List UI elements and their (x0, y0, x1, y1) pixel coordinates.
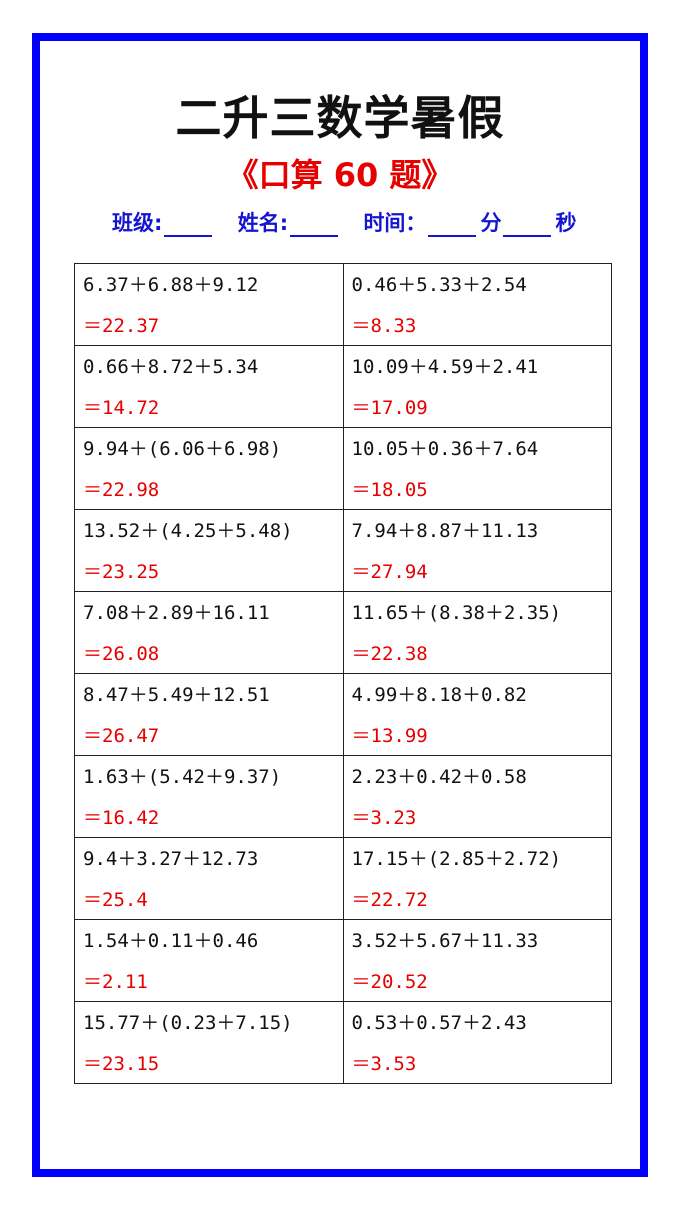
problem-expression: 0.53＋0.57＋2.43 (351, 1012, 527, 1034)
class-label: 班级: (112, 211, 163, 235)
problem-answer: ＝3.23 (351, 807, 417, 829)
problem-answer: ＝25.4 (83, 889, 148, 911)
problem-expression: 10.09＋4.59＋2.41 (351, 356, 539, 378)
class-blank[interactable] (164, 213, 213, 237)
table-row: 7.08＋2.89＋16.11 ＝26.08 11.65＋(8.38＋2.35) ＝2… (74, 591, 612, 674)
problem-cell: 9.4＋3.27＋12.73 ＝25.4 (74, 837, 344, 920)
seconds-label: 秒 (555, 211, 577, 235)
problem-answer: ＝23.15 (83, 1053, 160, 1075)
problem-expression: 9.4＋3.27＋12.73 (83, 848, 259, 870)
problem-expression: 1.63＋(5.42＋9.37) (83, 766, 282, 788)
minutes-label: 分 (480, 211, 502, 235)
problem-expression: 1.54＋0.11＋0.46 (83, 930, 259, 952)
problem-answer: ＝8.33 (351, 315, 417, 337)
problem-expression: 9.94＋(6.06＋6.98) (83, 438, 282, 460)
problem-expression: 4.99＋8.18＋0.82 (351, 684, 527, 706)
problem-cell: 11.65＋(8.38＋2.35) ＝22.38 (342, 591, 612, 674)
problem-expression: 10.05＋0.36＋7.64 (351, 438, 539, 460)
problem-table: 6.37＋6.88＋9.12 ＝22.37 0.46＋5.33＋2.54 ＝8.33 0… (74, 263, 612, 1084)
student-info-line: 班级: 姓名: 时间： 分 秒 (112, 207, 576, 237)
table-row: 8.47＋5.49＋12.51 ＝26.47 4.99＋8.18＋0.82 ＝13.9… (74, 673, 612, 756)
problem-cell: 4.99＋8.18＋0.82 ＝13.99 (342, 673, 612, 756)
problem-answer: ＝3.53 (351, 1053, 417, 1075)
problem-cell: 15.77＋(0.23＋7.15) ＝23.15 (74, 1001, 344, 1084)
problem-answer: ＝22.72 (351, 889, 428, 911)
problem-expression: 13.52＋(4.25＋5.48) (83, 520, 293, 542)
problem-answer: ＝16.42 (83, 807, 160, 829)
problem-answer: ＝22.37 (83, 315, 160, 337)
problem-answer: ＝26.08 (83, 643, 160, 665)
problem-answer: ＝13.99 (351, 725, 428, 747)
problem-answer: ＝20.52 (351, 971, 428, 993)
problem-cell: 1.63＋(5.42＋9.37) ＝16.42 (74, 755, 344, 838)
problem-answer: ＝14.72 (83, 397, 160, 419)
problem-cell: 9.94＋(6.06＋6.98) ＝22.98 (74, 427, 344, 510)
problem-expression: 3.52＋5.67＋11.33 (351, 930, 539, 952)
table-row: 9.94＋(6.06＋6.98) ＝22.98 10.05＋0.36＋7.64 ＝18… (74, 427, 612, 510)
table-row: 15.77＋(0.23＋7.15) ＝23.15 0.53＋0.57＋2.43 ＝3.… (74, 1001, 612, 1084)
problem-answer: ＝18.05 (351, 479, 428, 501)
problem-cell: 0.66＋8.72＋5.34 ＝14.72 (74, 345, 344, 428)
problem-answer: ＝27.94 (351, 561, 428, 583)
problem-expression: 0.66＋8.72＋5.34 (83, 356, 259, 378)
problem-expression: 15.77＋(0.23＋7.15) (83, 1012, 293, 1034)
problem-expression: 2.23＋0.42＋0.58 (351, 766, 527, 788)
minutes-blank[interactable] (428, 213, 477, 237)
table-row: 9.4＋3.27＋12.73 ＝25.4 17.15＋(2.85＋2.72) ＝22.… (74, 837, 612, 920)
problem-cell: 1.54＋0.11＋0.46 ＝2.11 (74, 919, 344, 1002)
problem-cell: 0.53＋0.57＋2.43 ＝3.53 (342, 1001, 612, 1084)
problem-expression: 7.94＋8.87＋11.13 (351, 520, 539, 542)
table-row: 0.66＋8.72＋5.34 ＝14.72 10.09＋4.59＋2.41 ＝17.0… (74, 345, 612, 428)
seconds-blank[interactable] (503, 213, 552, 237)
problem-expression: 8.47＋5.49＋12.51 (83, 684, 270, 706)
problem-cell: 17.15＋(2.85＋2.72) ＝22.72 (342, 837, 612, 920)
table-row: 13.52＋(4.25＋5.48) ＝23.25 7.94＋8.87＋11.13 ＝2… (74, 509, 612, 592)
problem-expression: 17.15＋(2.85＋2.72) (351, 848, 562, 870)
problem-cell: 10.09＋4.59＋2.41 ＝17.09 (342, 345, 612, 428)
name-label: 姓名: (237, 211, 289, 235)
problem-cell: 10.05＋0.36＋7.64 ＝18.05 (342, 427, 612, 510)
problem-cell: 6.37＋6.88＋9.12 ＝22.37 (74, 263, 344, 346)
page-subtitle: 《口算 60 题》 (226, 156, 454, 194)
problem-expression: 0.46＋5.33＋2.54 (351, 274, 527, 296)
table-row: 1.63＋(5.42＋9.37) ＝16.42 2.23＋0.42＋0.58 ＝3.2… (74, 755, 612, 838)
table-row: 1.54＋0.11＋0.46 ＝2.11 3.52＋5.67＋11.33 ＝20.52 (74, 919, 612, 1002)
problem-expression: 7.08＋2.89＋16.11 (83, 602, 270, 624)
problem-cell: 7.08＋2.89＋16.11 ＝26.08 (74, 591, 344, 674)
problem-answer: ＝22.38 (351, 643, 428, 665)
page-title: 二升三数学暑假 (175, 91, 505, 145)
problem-cell: 13.52＋(4.25＋5.48) ＝23.25 (74, 509, 344, 592)
time-label: 时间： (363, 211, 427, 235)
table-row: 6.37＋6.88＋9.12 ＝22.37 0.46＋5.33＋2.54 ＝8.33 (74, 263, 612, 346)
problem-answer: ＝26.47 (83, 725, 160, 747)
problem-cell: 3.52＋5.67＋11.33 ＝20.52 (342, 919, 612, 1002)
problem-cell: 2.23＋0.42＋0.58 ＝3.23 (342, 755, 612, 838)
problem-cell: 0.46＋5.33＋2.54 ＝8.33 (342, 263, 612, 346)
problem-expression: 6.37＋6.88＋9.12 (83, 274, 259, 296)
problem-answer: ＝22.98 (83, 479, 160, 501)
problem-cell: 8.47＋5.49＋12.51 ＝26.47 (74, 673, 344, 756)
name-blank[interactable] (290, 213, 339, 237)
problem-expression: 11.65＋(8.38＋2.35) (351, 602, 562, 624)
problem-answer: ＝2.11 (83, 971, 148, 993)
problem-answer: ＝23.25 (83, 561, 160, 583)
problem-answer: ＝17.09 (351, 397, 428, 419)
problem-cell: 7.94＋8.87＋11.13 ＝27.94 (342, 509, 612, 592)
